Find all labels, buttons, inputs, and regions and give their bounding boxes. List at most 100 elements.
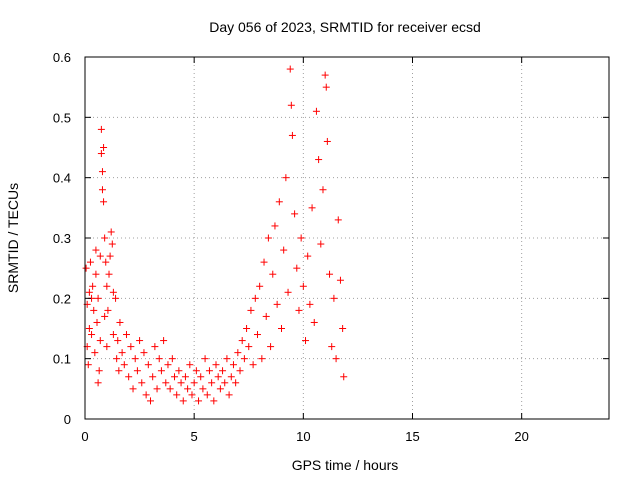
data-point (98, 186, 106, 194)
x-tick-label: 0 (81, 429, 88, 444)
data-point (275, 198, 283, 206)
data-point (103, 282, 111, 290)
data-point (92, 270, 100, 278)
data-point (92, 246, 100, 254)
data-point (208, 379, 216, 387)
data-point (247, 306, 255, 314)
data-point (304, 252, 312, 260)
data-point (282, 174, 290, 182)
data-point (149, 373, 157, 381)
data-point (90, 306, 98, 314)
data-point (221, 379, 229, 387)
data-point (240, 355, 248, 363)
data-point (260, 258, 268, 266)
data-point (109, 331, 117, 339)
data-point (153, 385, 161, 393)
data-point (160, 337, 168, 345)
data-point (253, 331, 261, 339)
data-point (271, 222, 279, 230)
data-point (340, 373, 348, 381)
data-point (168, 355, 176, 363)
data-point (140, 349, 148, 357)
y-axis-title: SRMTID / TECUs (5, 183, 21, 293)
data-point (181, 373, 189, 381)
data-point (151, 343, 159, 351)
data-point (302, 337, 310, 345)
data-point (317, 240, 325, 248)
data-point (115, 367, 123, 375)
data-point (120, 361, 128, 369)
chart-title: Day 056 of 2023, SRMTID for receiver ecs… (209, 19, 481, 35)
points-layer (82, 65, 348, 405)
data-point (142, 391, 150, 399)
data-point (82, 264, 90, 272)
data-point (175, 367, 183, 375)
data-point (127, 343, 135, 351)
data-point (190, 379, 198, 387)
data-point (205, 367, 213, 375)
data-point (229, 361, 237, 369)
data-point (106, 252, 114, 260)
data-point (322, 83, 330, 91)
data-point (116, 318, 124, 326)
data-point (138, 379, 146, 387)
data-point (164, 361, 172, 369)
data-point (108, 240, 116, 248)
data-point (234, 349, 242, 357)
data-point (97, 150, 105, 158)
data-point (155, 355, 163, 363)
data-point (238, 337, 246, 345)
data-point (131, 355, 139, 363)
data-point (264, 234, 272, 242)
data-point (273, 300, 281, 308)
data-point (201, 355, 209, 363)
data-point (210, 397, 218, 405)
data-point (262, 312, 270, 320)
data-point (186, 361, 194, 369)
data-point (100, 144, 108, 151)
y-tick-label: 0.1 (53, 352, 71, 367)
data-point (315, 156, 323, 164)
data-point (114, 337, 122, 345)
data-point (112, 294, 120, 302)
data-point (336, 276, 344, 284)
data-point (129, 385, 137, 393)
data-point (125, 373, 133, 381)
data-point (188, 391, 196, 399)
data-point (328, 343, 336, 351)
data-point (251, 294, 259, 302)
data-point (286, 65, 294, 73)
data-point (195, 397, 203, 405)
data-point (219, 367, 227, 375)
data-point (332, 355, 340, 363)
data-point (84, 361, 92, 369)
data-point (293, 264, 301, 272)
data-point (243, 325, 251, 332)
x-axis-title: GPS time / hours (292, 457, 399, 473)
data-point (101, 234, 109, 242)
data-point (299, 282, 307, 290)
data-point (287, 101, 295, 109)
grid-layer (85, 57, 609, 419)
data-point (197, 373, 205, 381)
data-point (166, 385, 174, 393)
data-point (104, 306, 112, 314)
data-point (171, 373, 179, 381)
data-point (100, 198, 108, 206)
x-tick-label: 10 (296, 429, 310, 444)
data-point (184, 385, 192, 393)
data-point (267, 343, 275, 351)
data-point (212, 361, 220, 369)
data-point (232, 379, 240, 387)
data-point (319, 186, 327, 194)
data-point (203, 391, 211, 399)
labels-layer: 0 5 10 15 20 0 0.1 0.2 0.3 0.4 0.5 0.6 (53, 50, 529, 444)
data-point (334, 216, 342, 224)
data-point (85, 325, 93, 332)
data-point (147, 397, 154, 405)
ticks-layer (84, 56, 609, 420)
data-point (96, 252, 104, 260)
x-tick-label: 5 (191, 429, 198, 444)
data-point (122, 331, 130, 339)
